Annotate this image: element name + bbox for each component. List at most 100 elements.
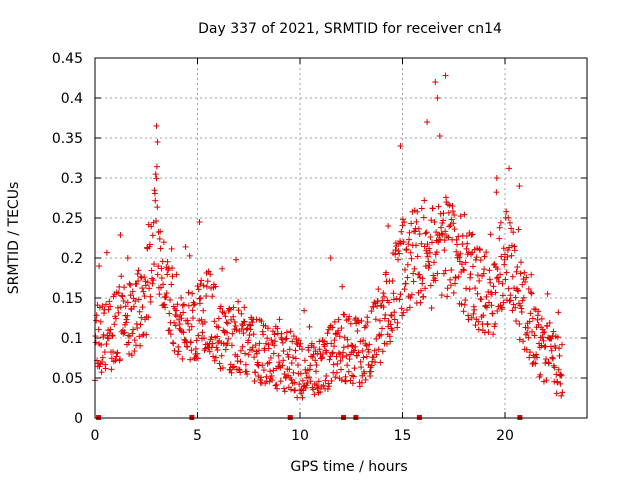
data-point xyxy=(468,314,475,321)
data-point xyxy=(507,292,514,299)
data-point xyxy=(327,255,334,261)
data-point xyxy=(315,378,322,385)
data-point xyxy=(250,331,257,338)
data-point xyxy=(121,329,128,336)
data-point xyxy=(204,278,211,285)
data-point xyxy=(408,220,415,227)
x-tick-label: 5 xyxy=(193,428,202,444)
data-point xyxy=(241,304,248,311)
data-point xyxy=(99,354,106,361)
data-point xyxy=(413,242,420,249)
data-point xyxy=(260,367,267,374)
data-point xyxy=(361,324,368,331)
data-point xyxy=(242,361,249,368)
data-point xyxy=(249,347,256,354)
data-point xyxy=(281,385,288,392)
data-point xyxy=(97,318,104,325)
data-point xyxy=(158,265,165,272)
data-point xyxy=(98,369,105,376)
data-point xyxy=(338,325,345,332)
data-point xyxy=(450,289,457,296)
data-point xyxy=(506,219,513,226)
plot-frame xyxy=(94,57,588,419)
data-point xyxy=(445,209,452,216)
data-point xyxy=(326,356,333,363)
data-point xyxy=(533,354,540,361)
data-point xyxy=(401,266,408,273)
data-point xyxy=(428,217,435,224)
data-point xyxy=(124,312,131,319)
data-point xyxy=(422,230,429,237)
data-point xyxy=(341,311,348,318)
x-tick-label: 0 xyxy=(91,428,100,444)
data-point xyxy=(117,304,124,311)
data-point xyxy=(381,293,388,300)
data-point xyxy=(472,285,479,292)
data-point xyxy=(548,335,555,342)
data-point xyxy=(350,373,357,380)
data-point xyxy=(510,229,517,236)
data-point xyxy=(425,258,432,265)
data-point xyxy=(500,245,507,252)
data-point xyxy=(233,256,240,263)
data-point xyxy=(368,308,375,315)
data-point xyxy=(180,329,187,336)
data-point xyxy=(516,183,523,189)
data-point xyxy=(504,247,511,254)
data-point xyxy=(139,304,146,311)
data-point xyxy=(283,329,290,336)
data-point xyxy=(429,205,436,212)
data-point xyxy=(105,335,112,342)
data-point xyxy=(497,219,504,226)
data-point xyxy=(543,356,549,363)
data-point xyxy=(478,296,485,303)
data-point xyxy=(334,360,341,367)
data-point xyxy=(488,302,495,309)
data-point xyxy=(335,327,342,334)
data-point xyxy=(235,366,242,373)
data-point xyxy=(98,341,105,348)
data-point xyxy=(496,224,503,231)
data-point xyxy=(186,252,193,259)
data-point xyxy=(288,376,295,383)
data-point xyxy=(223,319,230,326)
data-point xyxy=(485,288,492,295)
data-point xyxy=(238,310,245,317)
data-point xyxy=(132,298,139,305)
data-point xyxy=(509,273,516,280)
data-point xyxy=(348,342,355,349)
data-point xyxy=(545,360,552,367)
data-point xyxy=(521,269,528,276)
data-point xyxy=(441,247,448,254)
data-point xyxy=(483,249,490,256)
data-point xyxy=(258,374,265,381)
data-point xyxy=(436,133,443,140)
data-point xyxy=(420,214,427,221)
data-point xyxy=(356,383,363,390)
data-point xyxy=(135,277,142,284)
data-point xyxy=(526,318,533,325)
data-point xyxy=(324,386,331,393)
data-point xyxy=(154,271,161,278)
data-point xyxy=(319,350,326,357)
data-point xyxy=(187,339,194,346)
data-point xyxy=(154,204,161,211)
data-point xyxy=(130,326,137,333)
data-point xyxy=(151,190,158,197)
data-point xyxy=(527,310,534,317)
data-point xyxy=(371,347,378,354)
data-point xyxy=(549,355,556,362)
data-point xyxy=(524,324,531,331)
data-point xyxy=(516,336,523,343)
data-point xyxy=(155,263,162,270)
data-point xyxy=(325,380,332,387)
data-point xyxy=(329,324,336,331)
data-point xyxy=(361,370,368,377)
data-point xyxy=(414,208,421,215)
data-point xyxy=(475,318,482,325)
data-point xyxy=(433,229,440,236)
data-point xyxy=(464,240,471,247)
data-point xyxy=(212,283,219,290)
data-point xyxy=(194,355,201,362)
data-point xyxy=(499,280,506,287)
